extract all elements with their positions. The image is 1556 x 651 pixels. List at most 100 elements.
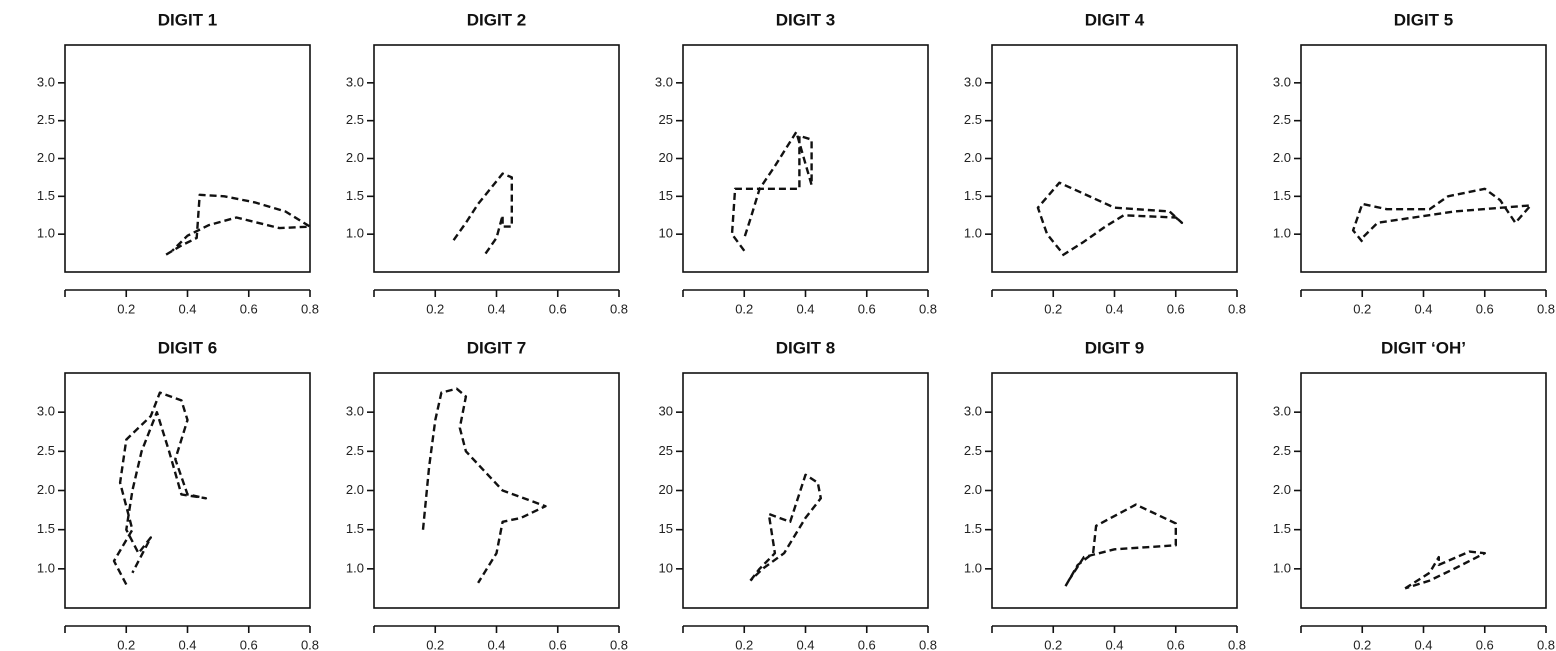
y-tick-label: 25 bbox=[659, 112, 673, 127]
y-tick-label: 3.0 bbox=[964, 74, 982, 89]
plot-frame bbox=[991, 44, 1238, 273]
x-tick-label: 0.4 bbox=[487, 301, 505, 316]
trajectory-line bbox=[1404, 550, 1486, 590]
y-tick-label: 2.0 bbox=[964, 150, 982, 165]
x-tick-label: 0.8 bbox=[1537, 301, 1555, 316]
x-tick-label: 0.2 bbox=[735, 301, 753, 316]
x-tick-label: 0.4 bbox=[1105, 301, 1123, 316]
y-tick-label: 2.5 bbox=[964, 112, 982, 127]
x-tick-label: 0.4 bbox=[796, 301, 814, 316]
y-tick-label: 10 bbox=[659, 560, 673, 575]
trajectory-line bbox=[452, 172, 513, 257]
x-tick-label: 0.6 bbox=[1476, 637, 1494, 651]
y-tick-label: 3.0 bbox=[655, 74, 673, 89]
y-tick-label: 2.5 bbox=[37, 443, 55, 458]
plot-frame bbox=[373, 44, 620, 273]
x-tick-label: 0.6 bbox=[1167, 301, 1185, 316]
trajectory-line bbox=[1036, 181, 1184, 257]
y-tick-label: 2.0 bbox=[1273, 150, 1291, 165]
y-tick-label: 2.0 bbox=[37, 150, 55, 165]
chart-title: DIGIT 1 bbox=[158, 10, 218, 29]
x-tick-label: 0.2 bbox=[426, 637, 444, 651]
x-tick-label: 0.8 bbox=[919, 301, 937, 316]
y-tick-label: 1.5 bbox=[37, 521, 55, 536]
chart-title: DIGIT 2 bbox=[467, 10, 527, 29]
y-tick-label: 15 bbox=[659, 188, 673, 203]
y-tick-label: 20 bbox=[659, 482, 673, 497]
x-tick-label: 0.6 bbox=[240, 637, 258, 651]
y-tick-label: 1.5 bbox=[346, 521, 364, 536]
y-tick-label: 1.0 bbox=[346, 560, 364, 575]
y-tick-label: 3.0 bbox=[346, 74, 364, 89]
x-tick-label: 0.6 bbox=[858, 637, 876, 651]
y-tick-label: 1.5 bbox=[346, 188, 364, 203]
y-tick-label: 2.5 bbox=[346, 443, 364, 458]
x-tick-label: 0.6 bbox=[1167, 637, 1185, 651]
y-tick-label: 1.0 bbox=[346, 226, 364, 241]
plot-frame bbox=[1300, 372, 1547, 609]
y-tick-label: 1.5 bbox=[1273, 521, 1291, 536]
x-tick-label: 0.8 bbox=[301, 301, 319, 316]
y-tick-label: 15 bbox=[659, 521, 673, 536]
y-tick-label: 2.0 bbox=[1273, 482, 1291, 497]
x-tick-label: 0.2 bbox=[735, 637, 753, 651]
y-tick-label: 3.0 bbox=[346, 404, 364, 419]
y-tick-label: 30 bbox=[659, 404, 673, 419]
x-tick-label: 0.8 bbox=[610, 637, 628, 651]
x-tick-label: 0.2 bbox=[426, 301, 444, 316]
x-tick-label: 0.6 bbox=[549, 301, 567, 316]
y-tick-label: 3.0 bbox=[1273, 74, 1291, 89]
y-tick-label: 1.0 bbox=[1273, 560, 1291, 575]
y-tick-label: 2.5 bbox=[346, 112, 364, 127]
y-tick-label: 1.0 bbox=[964, 226, 982, 241]
y-tick-label: 3.0 bbox=[964, 404, 982, 419]
x-tick-label: 0.8 bbox=[1228, 301, 1246, 316]
chart-title: DIGIT 3 bbox=[776, 10, 836, 29]
y-tick-label: 2.5 bbox=[1273, 112, 1291, 127]
y-tick-label: 1.5 bbox=[964, 521, 982, 536]
plot-frame bbox=[64, 44, 311, 273]
x-tick-label: 0.4 bbox=[1105, 637, 1123, 651]
chart-title: DIGIT 6 bbox=[158, 338, 218, 357]
x-tick-label: 0.8 bbox=[1537, 637, 1555, 651]
plot-frame bbox=[1300, 44, 1547, 273]
chart-title: DIGIT 8 bbox=[776, 338, 836, 357]
chart-title: DIGIT 4 bbox=[1085, 10, 1145, 29]
plot-frame bbox=[991, 372, 1238, 609]
x-tick-label: 0.2 bbox=[1353, 301, 1371, 316]
trajectory-line bbox=[730, 130, 813, 252]
x-tick-label: 0.8 bbox=[301, 637, 319, 651]
x-tick-label: 0.2 bbox=[1044, 637, 1062, 651]
chart-title: DIGIT 5 bbox=[1394, 10, 1454, 29]
x-tick-label: 0.4 bbox=[1414, 301, 1432, 316]
y-tick-label: 2.0 bbox=[964, 482, 982, 497]
x-tick-label: 0.6 bbox=[858, 301, 876, 316]
plot-frame bbox=[373, 372, 620, 609]
trajectory-line bbox=[749, 473, 822, 582]
y-tick-label: 1.5 bbox=[964, 188, 982, 203]
trajectory-line bbox=[112, 391, 208, 586]
plot-frame bbox=[64, 372, 311, 609]
trajectory-line bbox=[421, 387, 547, 584]
y-tick-label: 2.0 bbox=[346, 482, 364, 497]
chart-title: DIGIT 7 bbox=[467, 338, 527, 357]
x-tick-label: 0.2 bbox=[1044, 301, 1062, 316]
y-tick-label: 2.0 bbox=[346, 150, 364, 165]
plot-frame bbox=[682, 372, 929, 609]
x-tick-label: 0.2 bbox=[1353, 637, 1371, 651]
x-tick-label: 0.8 bbox=[1228, 637, 1246, 651]
y-tick-label: 3.0 bbox=[37, 404, 55, 419]
x-tick-label: 0.6 bbox=[240, 301, 258, 316]
x-tick-label: 0.4 bbox=[1414, 637, 1432, 651]
y-tick-label: 25 bbox=[659, 443, 673, 458]
trajectory-line bbox=[165, 193, 312, 256]
y-tick-label: 1.5 bbox=[37, 188, 55, 203]
y-tick-label: 3.0 bbox=[1273, 404, 1291, 419]
y-tick-label: 2.0 bbox=[37, 482, 55, 497]
trajectory-line bbox=[1351, 187, 1532, 243]
x-tick-label: 0.4 bbox=[796, 637, 814, 651]
y-tick-label: 10 bbox=[659, 226, 673, 241]
x-tick-label: 0.6 bbox=[1476, 301, 1494, 316]
y-tick-label: 3.0 bbox=[37, 74, 55, 89]
